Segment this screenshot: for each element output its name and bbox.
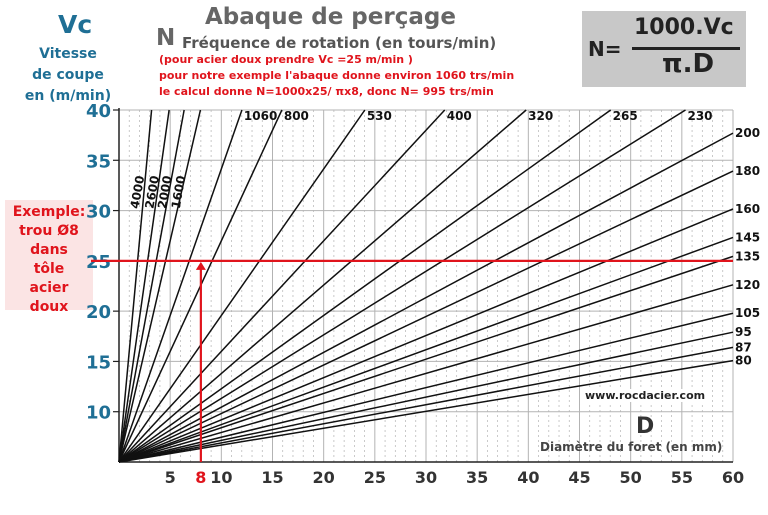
y-tick-label: 35 [86, 151, 111, 172]
example-arrow-head [195, 261, 206, 270]
n-label: Fréquence de rotation (en tours/min) [182, 34, 497, 52]
rpm-line [118, 109, 527, 463]
rpm-label: 230 [687, 109, 712, 123]
x-tick-label: 8 [195, 468, 206, 487]
rpm-label: 200 [735, 126, 760, 140]
example-line: Exemple: [12, 204, 86, 220]
rpm-line [118, 208, 734, 463]
rpm-label: 135 [735, 249, 760, 263]
example-line: dans [30, 242, 68, 258]
rpm-line [118, 109, 170, 463]
rpm-line [118, 359, 734, 463]
rpm-line [118, 255, 734, 463]
rpm-line [118, 109, 612, 463]
rpm-line [118, 284, 734, 463]
x-tick-label: 5 [165, 468, 176, 487]
rpm-line [118, 346, 734, 463]
y-tick-label: 20 [86, 302, 111, 323]
vc-label-line: en (m/min) [24, 88, 112, 104]
note-line: pour notre exemple l'abaque donne enviro… [159, 69, 515, 82]
rpm-label: 1060 [244, 109, 277, 123]
y-tick-label: 10 [86, 403, 111, 424]
rpm-line [118, 109, 446, 463]
rpm-label: 160 [735, 202, 760, 216]
formula-numerator: 1000.Vc [634, 15, 734, 40]
rpm-label: 400 [447, 109, 472, 123]
y-tick-label: 40 [86, 101, 111, 122]
rpm-label: 87 [735, 340, 752, 354]
rpm-label: 4000 [128, 174, 148, 209]
rpm-line [118, 109, 366, 463]
rpm-label: 265 [613, 109, 638, 123]
note-line: le calcul donne N=1000x25/ πx8, donc N= … [159, 85, 494, 98]
website-label: www.rocdacier.com [585, 389, 706, 402]
x-axis-symbol: D [636, 414, 655, 439]
rpm-line [118, 109, 686, 463]
formula-box: N= 1000.Vc π.D [582, 11, 746, 87]
rpm-label: 320 [528, 109, 553, 123]
example-text: Exemple: trou Ø8 dans tôle acier doux [5, 203, 93, 317]
example-box: Exemple: trou Ø8 dans tôle acier doux [5, 200, 93, 315]
rpm-label: 800 [284, 109, 309, 123]
rpm-line [118, 236, 734, 463]
formula-fraction-bar [632, 47, 740, 50]
rpm-label: 145 [735, 230, 760, 244]
x-tick-label: 25 [364, 468, 386, 487]
rpm-line [118, 331, 734, 463]
rpm-line [118, 109, 185, 463]
rpm-label: 2000 [155, 174, 175, 209]
vc-label-line: de coupe [32, 67, 104, 83]
x-tick-label: 55 [671, 468, 693, 487]
rpm-label: 105 [735, 306, 760, 320]
rpm-line [118, 312, 734, 463]
vc-symbol: Vc [58, 10, 93, 39]
x-tick-label: 45 [568, 468, 590, 487]
x-tick-label: 35 [466, 468, 488, 487]
rpm-line [118, 132, 734, 463]
y-tick-label: 15 [86, 352, 111, 373]
note-line: (pour acier doux prendre Vc =25 m/min ) [159, 53, 413, 66]
formula-denominator: π.D [662, 49, 715, 79]
vc-label-line: Vitesse [39, 46, 97, 62]
rpm-line [118, 109, 202, 463]
rpm-label: 80 [735, 354, 752, 368]
y-tick-label: 30 [86, 202, 111, 223]
x-axis-label: Diamètre du foret (en mm) [540, 440, 723, 454]
rpm-label: 180 [735, 164, 760, 178]
x-tick-label: 50 [620, 468, 642, 487]
rpm-line [118, 170, 734, 463]
example-line: acier [29, 280, 69, 296]
x-tick-label: 15 [261, 468, 283, 487]
x-tick-label: 40 [517, 468, 539, 487]
x-tick-label: 30 [415, 468, 437, 487]
rpm-line [118, 109, 153, 463]
rpm-label: 2600 [142, 174, 162, 209]
rpm-label: 95 [735, 325, 752, 339]
y-tick-label: 25 [86, 252, 111, 273]
x-tick-label: 60 [722, 468, 744, 487]
x-tick-label: 20 [313, 468, 335, 487]
formula-lhs: N= [588, 37, 622, 61]
rpm-label: 530 [367, 109, 392, 123]
rpm-label: 1600 [169, 174, 189, 209]
n-symbol: N [156, 25, 176, 51]
example-line: trou Ø8 [19, 223, 79, 239]
example-line: doux [29, 299, 69, 315]
example-line: tôle [33, 261, 65, 277]
vc-label: Vitesse de coupe en (m/min) [18, 44, 118, 107]
rpm-line [118, 109, 243, 463]
x-tick-label: 10 [210, 468, 232, 487]
chart-title: Abaque de perçage [205, 4, 456, 30]
rpm-label: 120 [735, 278, 760, 292]
